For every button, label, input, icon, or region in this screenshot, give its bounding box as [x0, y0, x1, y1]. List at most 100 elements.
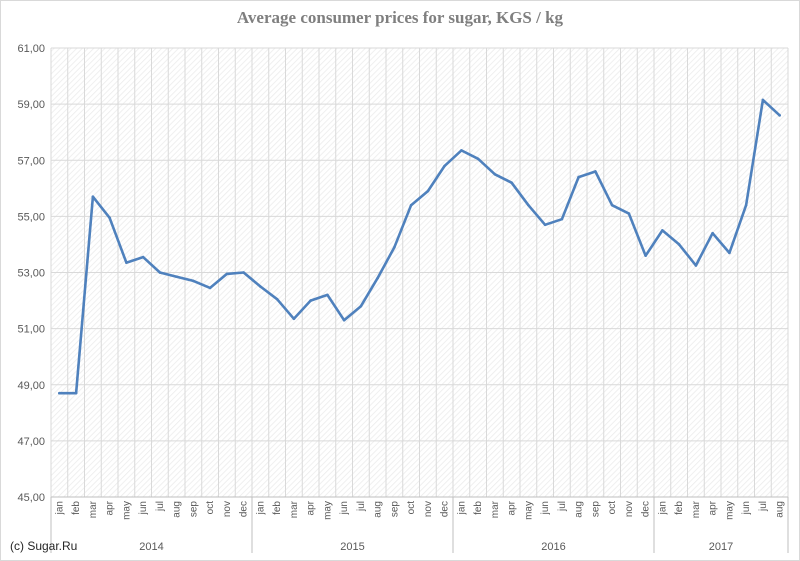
x-tick-label: sep — [188, 501, 199, 518]
data-point — [426, 189, 430, 193]
data-point — [326, 293, 329, 297]
year-label: 2016 — [541, 541, 565, 553]
data-point — [342, 318, 346, 322]
x-tick-label: oct — [607, 501, 618, 515]
x-tick-label: feb — [272, 501, 283, 515]
data-point — [510, 181, 513, 184]
data-point — [594, 170, 597, 173]
data-point — [677, 243, 681, 246]
data-point — [560, 217, 564, 221]
x-tick-label: mar — [289, 500, 300, 518]
x-tick-label: may — [121, 501, 132, 520]
x-tick-label: feb — [71, 501, 82, 515]
gridlines — [50, 47, 789, 498]
y-tick-label: 59,00 — [17, 99, 45, 111]
data-point — [711, 231, 714, 235]
x-tick-label: jul — [356, 501, 367, 512]
x-tick-label: sep — [389, 501, 400, 518]
data-point — [192, 279, 195, 283]
data-point — [108, 216, 111, 220]
data-point — [577, 175, 580, 179]
x-tick-label: may — [724, 501, 735, 520]
x-tick-label: aug — [373, 501, 384, 518]
data-point — [527, 203, 530, 207]
year-label: 2017 — [709, 541, 733, 553]
x-tick-label: jan — [255, 501, 266, 515]
x-tick-label: apr — [306, 500, 317, 515]
x-tick-label: may — [322, 501, 333, 520]
x-tick-label: dec — [641, 501, 652, 517]
x-tick-label: mar — [490, 500, 501, 518]
x-tick-label: apr — [708, 500, 719, 515]
data-point — [610, 203, 614, 207]
data-point — [728, 251, 731, 255]
data-point — [91, 195, 95, 199]
data-point — [208, 286, 212, 290]
x-tick-label: jan — [657, 501, 668, 515]
data-point — [761, 98, 765, 102]
x-tick-label: jun — [339, 501, 350, 515]
data-point — [744, 203, 748, 207]
data-point — [443, 164, 446, 168]
x-tick-label: oct — [406, 501, 417, 515]
data-point — [359, 304, 363, 308]
data-point — [694, 264, 698, 267]
data-point — [141, 255, 145, 259]
x-tick-label: jul — [758, 501, 769, 512]
x-tick-label: feb — [473, 501, 484, 515]
data-point — [543, 223, 547, 227]
y-tick-label: 49,00 — [17, 380, 45, 392]
data-point — [58, 391, 61, 395]
x-tick-label: nov — [423, 501, 434, 517]
x-tick-label: mar — [88, 500, 99, 518]
x-tick-label: jun — [741, 501, 752, 515]
data-point — [476, 157, 480, 161]
x-tick-label: nov — [624, 501, 635, 517]
year-label: 2015 — [340, 541, 364, 553]
data-point — [309, 299, 312, 302]
x-tick-label: mar — [691, 500, 702, 518]
data-point — [778, 114, 781, 117]
data-point — [158, 271, 162, 274]
data-point — [259, 285, 262, 288]
x-tick-label: jun — [138, 501, 149, 515]
y-tick-label: 55,00 — [17, 211, 45, 223]
data-point — [644, 254, 647, 257]
data-point — [242, 271, 245, 274]
y-tick-label: 57,00 — [17, 155, 45, 167]
x-tick-label: apr — [105, 500, 116, 515]
x-tick-label: nov — [222, 501, 233, 517]
series-layer — [58, 98, 781, 395]
y-tick-label: 45,00 — [17, 492, 45, 504]
x-tick-label: sep — [590, 501, 601, 518]
y-tick-label: 51,00 — [17, 324, 45, 336]
data-point — [627, 212, 631, 215]
x-tick-label: feb — [674, 501, 685, 515]
x-tick-label: dec — [239, 501, 250, 517]
data-point — [275, 297, 279, 301]
y-tick-label: 47,00 — [17, 436, 45, 448]
x-tick-label: jan — [54, 501, 65, 515]
x-tick-label: jun — [540, 501, 551, 515]
chart-title: Average consumer prices for sugar, KGS /… — [236, 8, 564, 27]
x-tick-label: jan — [456, 501, 467, 515]
data-point — [376, 276, 379, 280]
data-point — [493, 172, 497, 176]
x-tick-label: dec — [440, 501, 451, 517]
x-tick-label: apr — [507, 500, 518, 515]
y-tick-label: 61,00 — [17, 43, 45, 55]
x-tick-label: may — [523, 501, 534, 520]
x-tick-label: aug — [172, 501, 183, 518]
x-tick-label: aug — [775, 501, 786, 518]
x-tick-label: jul — [155, 501, 166, 512]
series-line — [58, 98, 781, 395]
data-point — [175, 275, 178, 279]
x-tick-label: jul — [557, 501, 568, 512]
data-point — [125, 261, 128, 264]
y-axis: 45,00 47,00 49,00 51,00 53,00 55,00 57,00 59,00… — [17, 43, 45, 504]
data-point — [661, 229, 664, 232]
data-point — [393, 245, 396, 249]
credit-label: (c) Sugar.Ru — [10, 539, 78, 553]
x-tick-label: aug — [574, 501, 585, 518]
